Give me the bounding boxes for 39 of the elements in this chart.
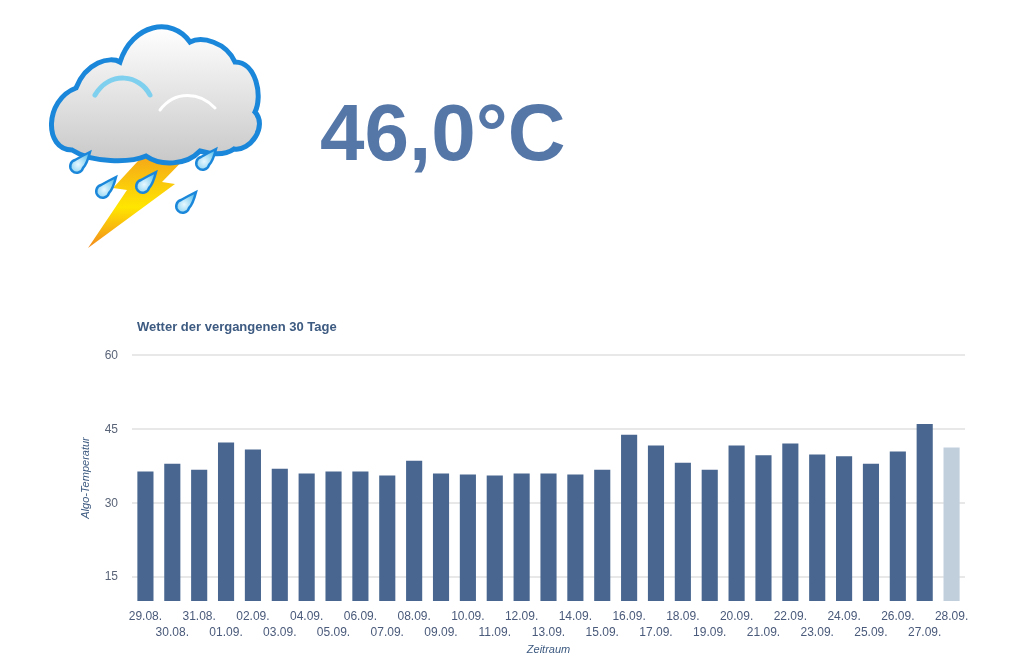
x-tick-label: 25.09. [854, 625, 888, 639]
x-axis-title: Zeitraum [525, 642, 571, 655]
x-tick-label: 22.09. [773, 609, 808, 623]
x-tick-label: 11.09. [478, 625, 511, 639]
x-tick-label: 31.08. [182, 609, 216, 623]
x-tick-label: 27.09. [908, 625, 942, 639]
x-tick-label: 24.09. [827, 609, 861, 623]
x-tick-label: 14.09. [558, 609, 593, 623]
x-tick-label: 28.09. [934, 609, 969, 623]
x-tick-label: 29.08. [128, 609, 163, 623]
y-tick-label: 45 [104, 421, 119, 436]
x-tick-label: 20.09. [719, 609, 754, 623]
x-tick-label: 12.09. [504, 609, 539, 623]
chart-title: Wetter der vergangenen 30 Tage [137, 319, 337, 334]
x-tick-label: 18.09. [666, 609, 700, 623]
x-tick-label: 02.09. [236, 609, 270, 623]
x-tick-label: 19.09. [693, 625, 727, 639]
y-tick-label: 30 [104, 495, 119, 510]
x-tick-label: 21.09. [746, 625, 781, 639]
x-tick-label: 01.09. [209, 625, 243, 639]
x-tick-label: 04.09. [289, 609, 324, 623]
x-tick-label: 06.09. [343, 609, 378, 623]
x-tick-label: 17.09. [639, 625, 673, 639]
x-tick-label: 07.09. [370, 625, 404, 639]
x-tick-label: 03.09. [263, 625, 297, 639]
x-tick-label: 16.09. [612, 609, 646, 623]
y-tick-label: 60 [104, 348, 119, 362]
x-tick-label: 09.09. [424, 625, 458, 639]
x-tick-label: 08.09. [397, 609, 431, 623]
text: 46,0°C [320, 88, 566, 177]
x-tick-label: 05.09. [316, 625, 351, 639]
x-tick-label: 10.09. [451, 609, 485, 623]
x-tick-label: 15.09. [585, 625, 619, 639]
x-tick-label: 26.09. [881, 609, 915, 623]
x-tick-label: 23.09. [800, 625, 834, 639]
x-tick-label: 30.08. [155, 625, 189, 639]
y-tick-label: 15 [104, 569, 119, 584]
x-tick-label: 13.09. [531, 625, 566, 639]
y-axis-title: Algo-Temperatur [78, 435, 91, 520]
